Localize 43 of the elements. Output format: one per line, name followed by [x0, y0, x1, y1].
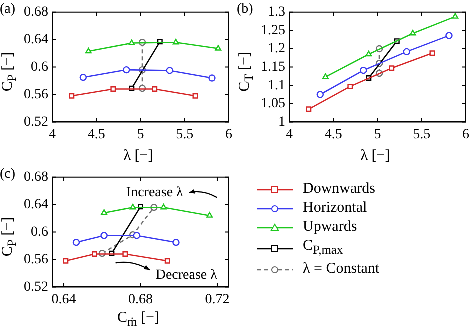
- y-tick-label: 0.52: [24, 114, 48, 130]
- y-tick-label: 0.52: [24, 280, 48, 295]
- chart-title: (c): [0, 167, 16, 183]
- x-tick-label: 6: [462, 127, 470, 142]
- x-tick-label: 5.5: [176, 127, 194, 142]
- y-tick-label: 1.3: [268, 5, 286, 20]
- y-tick-label: 1: [278, 114, 286, 130]
- x-tick-label: 4.5: [88, 127, 106, 142]
- y-tick-label: 0.68: [24, 5, 48, 20]
- y-tick-label: 0.64: [24, 32, 48, 48]
- x-axis-title: C$_{ṁ}$ [−]: [116, 310, 160, 330]
- x-tick-label: 4.5: [324, 127, 342, 142]
- y-tick-label: 0.56: [24, 87, 48, 102]
- x-tick-label: 4: [286, 127, 293, 142]
- y-tick-label: 0.6: [31, 224, 48, 240]
- chart-title: (a): [0, 2, 16, 18]
- y-tick-label: 1.15: [261, 60, 286, 75]
- legend-label: Horizontal: [303, 199, 368, 218]
- legend-label: Upwards: [303, 218, 358, 237]
- y-tick-label: 1.25: [261, 23, 286, 38]
- y-tick-label: 1.2: [268, 42, 286, 57]
- y-tick-label: 0.68: [24, 170, 48, 186]
- x-axis-title: λ [−]: [360, 148, 392, 165]
- x-tick-label: 5: [374, 127, 382, 142]
- y-tick-label: 0.56: [24, 252, 48, 268]
- legend-label: Downwards: [303, 180, 376, 199]
- x-tick-label: 4: [49, 127, 56, 142]
- y-tick-label: 0.6: [31, 60, 48, 75]
- x-tick-label: 5.5: [413, 127, 431, 142]
- x-tick-label: 6: [226, 127, 232, 142]
- y-tick-label: 1.1: [268, 78, 286, 94]
- chart-title: (b): [237, 2, 254, 18]
- legend-label: λ = Constant: [303, 260, 380, 279]
- x-tick-label: 0.64: [52, 292, 76, 308]
- annotation: Increase λ: [126, 185, 184, 200]
- y-tick-label: 0.64: [24, 198, 48, 213]
- x-axis-title: λ [−]: [122, 148, 154, 165]
- y-tick-label: 1.05: [261, 96, 286, 112]
- annotation: Decrease λ: [156, 268, 218, 283]
- x-tick-label: 0.72: [205, 292, 230, 308]
- x-tick-label: 0.68: [128, 292, 153, 308]
- legend-label: C$_{P,max}$: [303, 237, 344, 259]
- x-tick-label: 5: [137, 127, 144, 142]
